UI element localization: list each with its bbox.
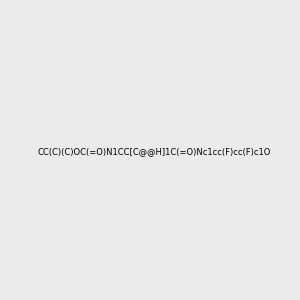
Text: CC(C)(C)OC(=O)N1CC[C@@H]1C(=O)Nc1cc(F)cc(F)c1O: CC(C)(C)OC(=O)N1CC[C@@H]1C(=O)Nc1cc(F)cc… [37,147,270,156]
